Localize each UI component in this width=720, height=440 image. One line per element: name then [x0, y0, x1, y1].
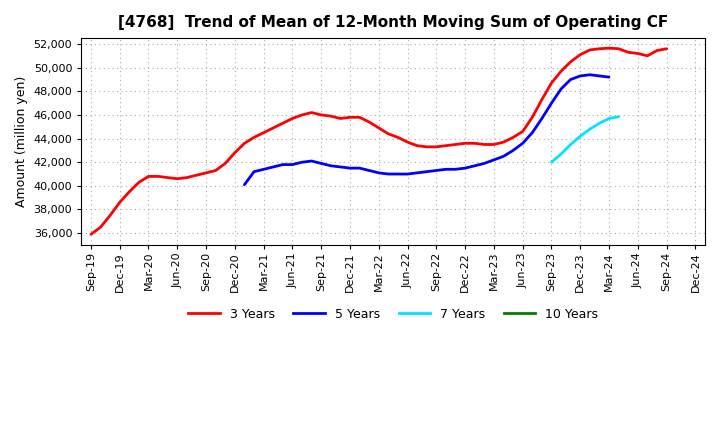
Legend: 3 Years, 5 Years, 7 Years, 10 Years: 3 Years, 5 Years, 7 Years, 10 Years [184, 303, 603, 326]
Title: [4768]  Trend of Mean of 12-Month Moving Sum of Operating CF: [4768] Trend of Mean of 12-Month Moving … [118, 15, 668, 30]
Y-axis label: Amount (million yen): Amount (million yen) [15, 76, 28, 207]
